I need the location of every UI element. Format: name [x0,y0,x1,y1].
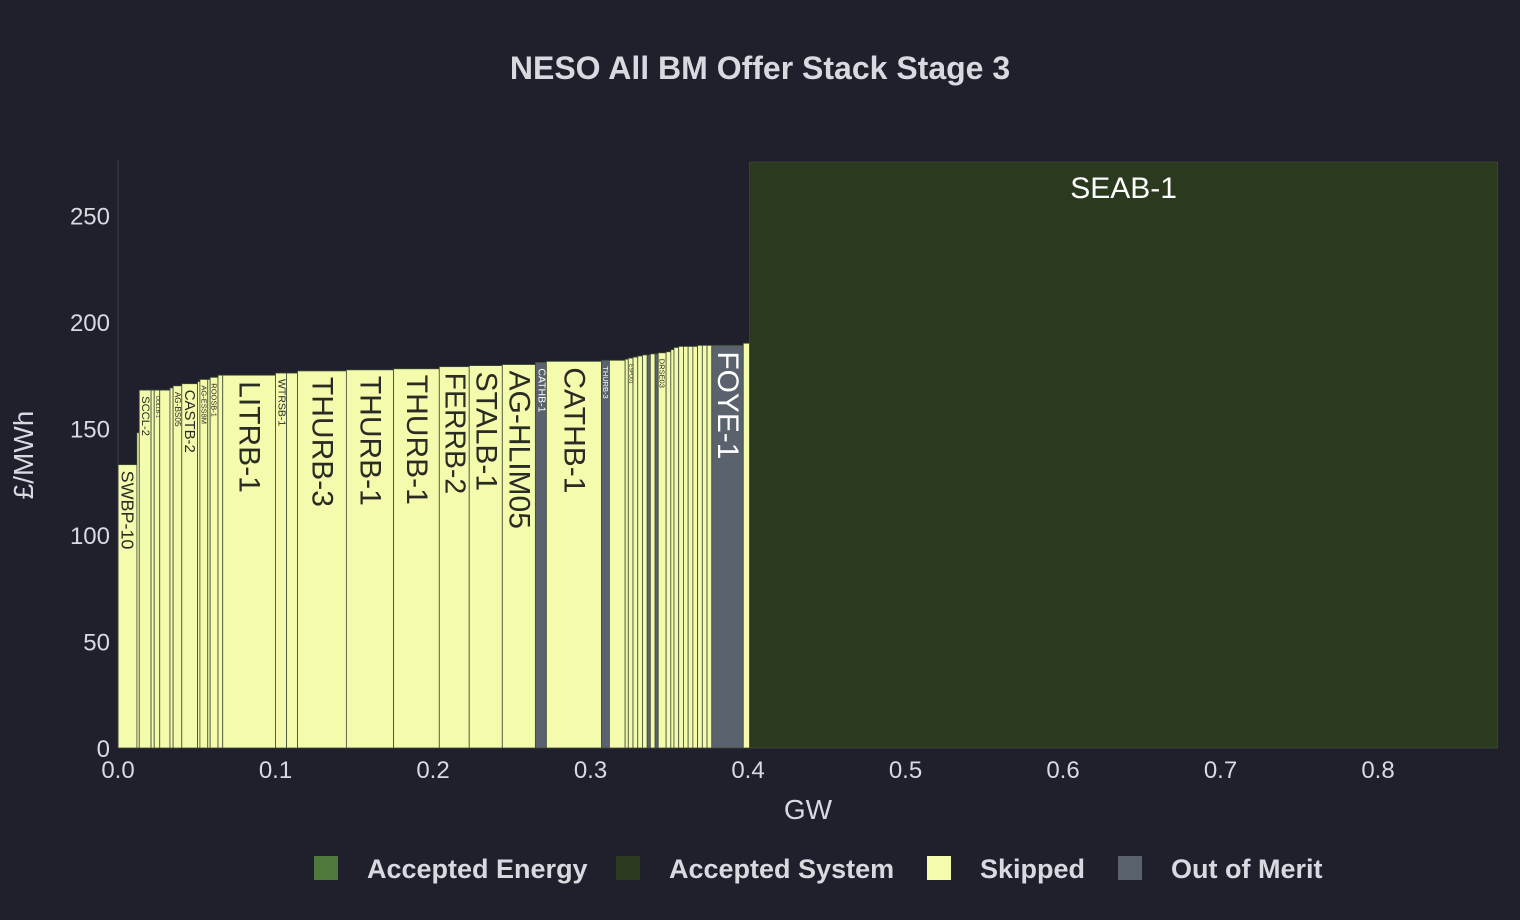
offer-bar-33 [649,353,656,749]
offer-bar-14 [222,374,276,749]
y-tick-label-3: 150 [70,416,110,443]
bar-label-19: THURB-1 [400,375,433,505]
bar-label-17: THURB-3 [305,377,338,507]
offer-bar-31 [642,354,648,749]
offer-bar-36 [665,351,672,749]
y-tick-labels: 0 50 100 150 200 250 [70,203,110,763]
bar-label-21: STALB-1 [469,372,502,492]
x-tick-label-7: 0.7 [1204,757,1237,784]
offer-bar-37 [670,349,675,749]
bar-label-7: AG-BS05 [173,392,182,427]
offer-bar-13 [217,374,224,749]
legend-label-3: Out of Merit [1171,854,1322,884]
offer-bar-15 [275,372,287,749]
bar-label-35: DRSE03 [658,359,667,388]
legend: Accepted Energy Accepted System Skipped Out… [314,854,1322,884]
x-tick-label-4: 0.4 [731,757,764,784]
bars-layer [117,161,1499,749]
y-tick-label-2: 100 [70,523,110,550]
offer-bar-30 [637,355,643,749]
offer-bar-23 [534,361,547,749]
bar-label-10: AG-ESS8M [199,385,208,424]
offer-bar-10 [199,379,209,749]
bar-label-4: DOLLB-1 [154,396,160,418]
offer-bar-7 [172,385,183,749]
offer-bar-4 [153,389,161,749]
bar-label-12: ROOSB-1 [210,383,219,417]
bar-label-0: SWBP-10 [117,471,137,550]
offer-bar-42 [692,346,698,749]
offer-bar-43 [697,344,703,749]
legend-label-1: Accepted System [669,854,894,884]
legend-swatch-3 [1118,856,1142,880]
bar-label-25: THURB-3 [601,366,610,398]
legend-swatch-0 [314,856,338,880]
bar-label-2: SCCL-2 [139,396,151,436]
offer-bar-32 [646,354,651,749]
bar-label-15: WTRSB-1 [276,379,287,426]
x-axis-title: GW [784,794,833,825]
x-tick-label-3: 0.3 [574,757,607,784]
bar-label-18: THURB-1 [354,376,387,506]
offer-bar-17 [297,370,347,749]
offer-bar-48 [749,161,1499,749]
offer-bar-12 [209,376,219,749]
legend-label-0: Accepted Energy [367,854,588,884]
x-tick-label-5: 0.5 [889,757,922,784]
y-tick-label-5: 250 [70,203,110,230]
bar-label-24: CATHB-1 [557,367,590,493]
offer-bar-29 [632,356,639,749]
offer-bar-24 [546,360,602,749]
bar-label-20: FERRB-2 [438,373,470,495]
offer-bar-38 [673,347,680,749]
chart-title: NESO All BM Offer Stack Stage 3 [510,50,1010,86]
offer-bar-41 [687,346,694,749]
bar-label-14: LITRB-1 [233,381,266,493]
offer-bar-40 [683,346,689,749]
y-tick-label-4: 200 [70,310,110,337]
x-tick-label-1: 0.1 [259,757,292,784]
x-tick-label-0: 0.0 [101,757,134,784]
x-tick-labels: 0.0 0.1 0.2 0.3 0.4 0.5 0.6 0.7 0.8 [101,757,1394,784]
legend-swatch-1 [616,856,640,880]
offer-bar-3 [150,389,155,749]
offer-bar-27 [624,358,629,749]
offer-bar-35 [657,352,667,749]
offer-bar-5 [159,389,171,749]
offer-bar-39 [678,346,684,749]
offer-bar-28 [627,357,634,749]
offer-bar-16 [286,372,298,749]
bar-label-48: SEAB-1 [1070,172,1177,205]
x-tick-label-8: 0.8 [1361,757,1394,784]
bar-label-22: AG-HLIM05 [502,371,535,529]
legend-label-2: Skipped [980,854,1085,884]
bar-label-28: ESPO01 [628,364,634,384]
offer-bar-22 [501,364,536,749]
legend-swatch-2 [927,856,951,880]
bar-label-8: CASTB-2 [181,390,198,453]
bar-label-46: FOYE-1 [711,351,744,459]
offer-bar-6 [169,387,174,749]
offer-bar-25 [601,359,610,749]
y-tick-label-1: 50 [83,629,110,656]
offer-bar-34 [654,353,659,749]
bar-labels-layer: SWBP-10 SCCL-2 DOLLB-1 AG-BS05 CASTB-2 AG-ESS… [117,172,1177,549]
offer-bar-46 [711,344,744,749]
offer-bar-21 [468,365,503,749]
offer-bar-20 [438,366,470,749]
offer-bar-26 [609,359,626,749]
x-tick-label-2: 0.2 [416,757,449,784]
x-tick-label-6: 0.6 [1046,757,1079,784]
y-axis-title: £/MWh [8,411,39,500]
offer-bar-44 [701,344,708,749]
offer-bar-2 [138,389,152,749]
offer-bar-18 [345,369,395,749]
bar-label-23: CATHB-1 [535,368,546,412]
offer-bar-19 [393,368,440,749]
y-tick-label-0: 0 [97,736,110,763]
